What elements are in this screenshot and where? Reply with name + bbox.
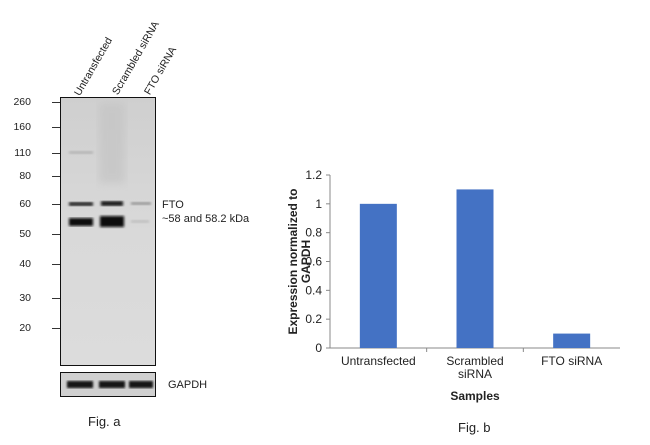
blot-image-gapdh [61, 373, 155, 396]
mw-marker-80: 80 [19, 170, 31, 182]
mw-marker-20: 20 [19, 322, 31, 334]
mw-marker-160: 160 [13, 121, 31, 133]
mw-tick [52, 298, 60, 299]
mw-marker-260: 260 [13, 96, 31, 108]
mw-marker-110: 110 [14, 147, 31, 159]
x-tick-label: FTO siRNA [541, 354, 602, 368]
x-axis-title: Samples [450, 389, 500, 403]
bar [456, 189, 494, 348]
mw-marker-60: 60 [19, 198, 31, 210]
blot-band-fto-upper [131, 202, 151, 205]
y-tick-label: 1.2 [305, 168, 322, 182]
blot-band-fto-upper [69, 202, 93, 206]
blot-band-gapdh [67, 381, 93, 388]
mw-tick [52, 264, 60, 265]
y-tick-label: 0.8 [305, 226, 322, 240]
loading-control-label: GAPDH [168, 379, 208, 391]
y-tick-label: 0.6 [305, 255, 322, 269]
x-tick-label: Untransfected [341, 354, 416, 368]
target-size: ~58 and 58.2 kDa [162, 213, 250, 225]
mw-tick [52, 234, 60, 235]
y-axis-title: Expression normalized to [286, 188, 300, 334]
caption-fig-b: Fig. b [458, 420, 491, 435]
mw-marker-50: 50 [19, 228, 31, 240]
mw-tick [52, 176, 60, 177]
x-tick-label: Scrambled [446, 354, 503, 368]
y-tick-label: 1 [315, 197, 322, 211]
blot-image [61, 98, 155, 365]
blot-panel-fto [60, 97, 156, 366]
y-tick-label: 0.2 [305, 312, 322, 326]
blot-panel-gapdh [60, 372, 156, 397]
mw-marker-40: 40 [19, 258, 31, 270]
mw-tick [52, 328, 60, 329]
y-axis-title: GAPDH [299, 240, 313, 283]
mw-tick [52, 127, 60, 128]
target-label: FTO [162, 199, 184, 211]
mw-tick [52, 153, 60, 154]
mw-tick [52, 102, 60, 103]
y-tick-label: 0 [315, 341, 322, 355]
blot-band-gapdh [99, 381, 125, 388]
blot-band-fto-upper [101, 201, 123, 206]
blot-band-gapdh [129, 381, 153, 388]
x-tick-label: siRNA [458, 367, 492, 381]
caption-fig-a: Fig. a [88, 414, 121, 429]
bar [359, 203, 397, 348]
bar [553, 333, 591, 348]
y-tick-label: 0.4 [305, 283, 322, 297]
blot-band-fto-lower [100, 216, 124, 227]
mw-marker-30: 30 [19, 292, 31, 304]
blot-band-fto-lower [131, 220, 149, 223]
blot-band-faint [69, 151, 93, 154]
mw-tick [52, 204, 60, 205]
blot-band-fto-lower [69, 218, 93, 226]
